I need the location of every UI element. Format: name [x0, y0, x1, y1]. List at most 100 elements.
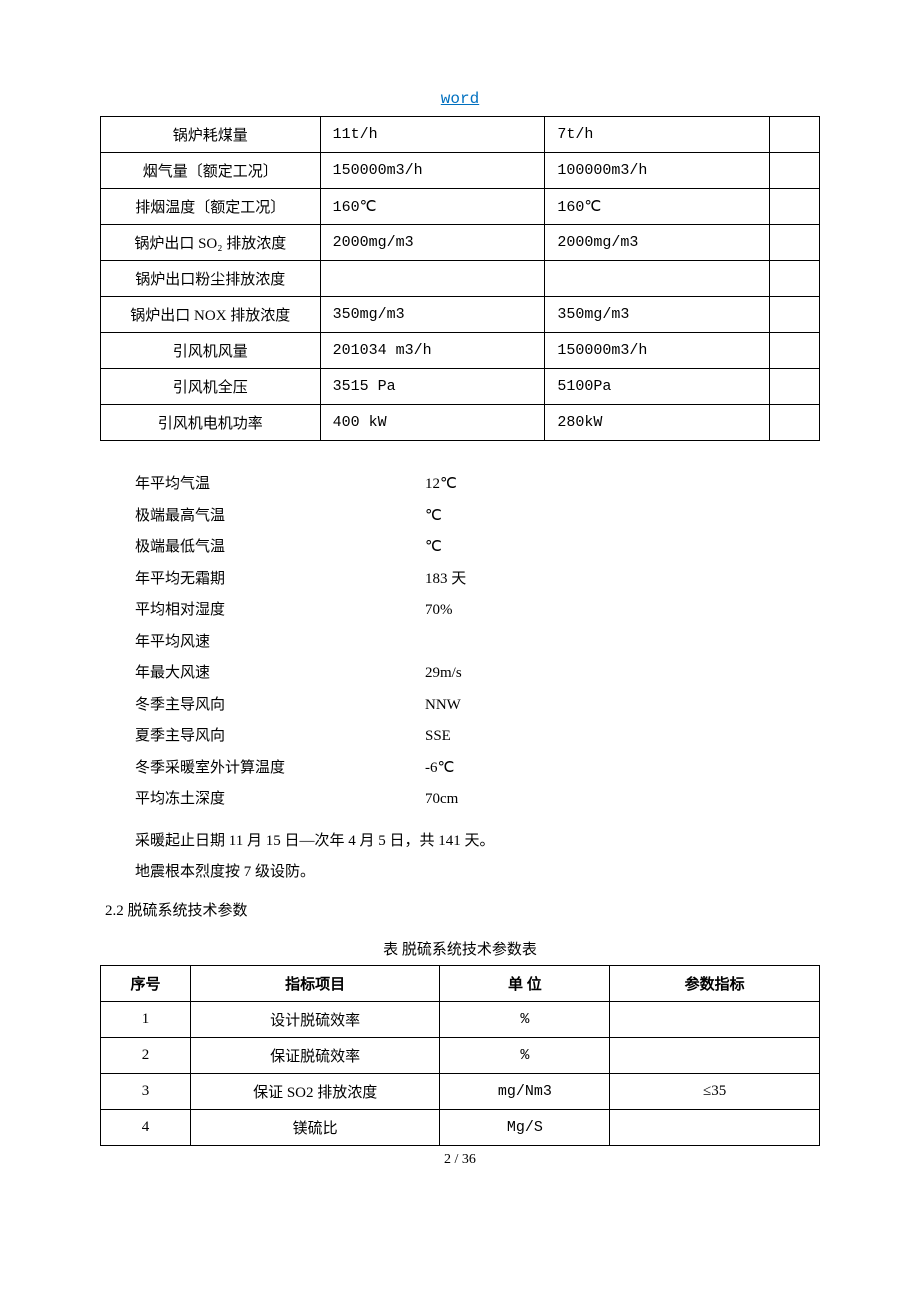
kv-label: 年平均气温 — [135, 469, 425, 501]
cell-label: 锅炉出口 NOX 排放浓度 — [101, 297, 321, 333]
cell-value: 11t/h — [320, 117, 545, 153]
cell-label: 引风机风量 — [101, 333, 321, 369]
cell-label: 锅炉耗煤量 — [101, 117, 321, 153]
cell-seq: 1 — [101, 1001, 191, 1037]
table-row: 锅炉出口 NOX 排放浓度350mg/m3350mg/m3 — [101, 297, 820, 333]
kv-value: -6℃ — [425, 753, 454, 785]
kv-value: 12℃ — [425, 469, 457, 501]
table2-caption: 表 脱硫系统技术参数表 — [100, 938, 820, 959]
cell-value: 2000mg/m3 — [320, 225, 545, 261]
cell-value: 350mg/m3 — [545, 297, 770, 333]
cell-value — [770, 225, 820, 261]
cell-seq: 4 — [101, 1109, 191, 1145]
kv-row: 年平均风速 — [135, 627, 820, 659]
cell-seq: 3 — [101, 1073, 191, 1109]
table-row: 4镁硫比Mg/S — [101, 1109, 820, 1145]
cell-value — [770, 153, 820, 189]
cell-value: 100000m3/h — [545, 153, 770, 189]
kv-value: 183 天 — [425, 564, 466, 596]
kv-row: 平均冻土深度70cm — [135, 784, 820, 816]
cell-value — [320, 261, 545, 297]
kv-label: 冬季采暖室外计算温度 — [135, 753, 425, 785]
kv-label: 夏季主导风向 — [135, 721, 425, 753]
kv-row: 夏季主导风向SSE — [135, 721, 820, 753]
kv-row: 极端最高气温℃ — [135, 501, 820, 533]
cell-label: 锅炉出口粉尘排放浓度 — [101, 261, 321, 297]
cell-param: ≤35 — [610, 1073, 820, 1109]
cell-param — [610, 1109, 820, 1145]
table-row: 1设计脱硫效率% — [101, 1001, 820, 1037]
cell-unit: Mg/S — [440, 1109, 610, 1145]
cell-value: 201034 m3/h — [320, 333, 545, 369]
kv-row: 冬季主导风向NNW — [135, 690, 820, 722]
kv-label: 平均冻土深度 — [135, 784, 425, 816]
cell-value: 160℃ — [545, 189, 770, 225]
heating-period-text: 采暖起止日期 11 月 15 日—次年 4 月 5 日，共 141 天。 — [135, 826, 820, 858]
kv-label: 年平均无霜期 — [135, 564, 425, 596]
cell-item: 镁硫比 — [190, 1109, 440, 1145]
table2-header-row: 序号 指标项目 单 位 参数指标 — [101, 965, 820, 1001]
cell-value — [770, 117, 820, 153]
kv-label: 平均相对湿度 — [135, 595, 425, 627]
table-row: 排烟温度〔额定工况〕160℃160℃ — [101, 189, 820, 225]
cell-item: 保证 SO2 排放浓度 — [190, 1073, 440, 1109]
cell-label: 引风机全压 — [101, 369, 321, 405]
climate-params-list: 年平均气温12℃极端最高气温℃极端最低气温℃年平均无霜期183 天平均相对湿度7… — [135, 469, 820, 816]
table2-header-seq: 序号 — [101, 965, 191, 1001]
cell-value — [770, 369, 820, 405]
cell-label: 排烟温度〔额定工况〕 — [101, 189, 321, 225]
kv-row: 冬季采暖室外计算温度-6℃ — [135, 753, 820, 785]
cell-value: 400 kW — [320, 405, 545, 441]
cell-item: 保证脱硫效率 — [190, 1037, 440, 1073]
cell-unit: % — [440, 1001, 610, 1037]
kv-label: 年平均风速 — [135, 627, 425, 659]
page-footer: 2 / 36 — [100, 1152, 820, 1168]
seismic-text: 地震根本烈度按 7 级设防。 — [135, 857, 820, 889]
table2-header-item: 指标项目 — [190, 965, 440, 1001]
cell-value: 5100Pa — [545, 369, 770, 405]
kv-value: ℃ — [425, 501, 442, 533]
cell-value — [770, 261, 820, 297]
table2-header-param: 参数指标 — [610, 965, 820, 1001]
table-row: 引风机风量201034 m3/h150000m3/h — [101, 333, 820, 369]
kv-row: 年最大风速29m/s — [135, 658, 820, 690]
table-row: 3保证 SO2 排放浓度mg/Nm3≤35 — [101, 1073, 820, 1109]
cell-value — [770, 333, 820, 369]
cell-unit: mg/Nm3 — [440, 1073, 610, 1109]
cell-value: 3515 Pa — [320, 369, 545, 405]
cell-label: 锅炉出口 SO₂ 排放浓度 — [101, 225, 321, 261]
cell-value: 350mg/m3 — [320, 297, 545, 333]
table-row: 锅炉出口 SO₂ 排放浓度2000mg/m32000mg/m3 — [101, 225, 820, 261]
page-header: word — [0, 90, 920, 108]
cell-value: 7t/h — [545, 117, 770, 153]
table-row: 引风机电机功率400 kW280kW — [101, 405, 820, 441]
desulfurization-params-table: 序号 指标项目 单 位 参数指标 1设计脱硫效率%2保证脱硫效率%3保证 SO2… — [100, 965, 820, 1146]
cell-value — [770, 297, 820, 333]
cell-value: 150000m3/h — [545, 333, 770, 369]
kv-value: 29m/s — [425, 658, 462, 690]
cell-value — [770, 405, 820, 441]
kv-value: SSE — [425, 721, 451, 753]
table-row: 引风机全压3515 Pa5100Pa — [101, 369, 820, 405]
cell-seq: 2 — [101, 1037, 191, 1073]
cell-param — [610, 1001, 820, 1037]
table-row: 2保证脱硫效率% — [101, 1037, 820, 1073]
boiler-params-table: 锅炉耗煤量11t/h7t/h烟气量〔额定工况〕150000m3/h100000m… — [100, 116, 820, 441]
kv-label: 冬季主导风向 — [135, 690, 425, 722]
kv-value: 70% — [425, 595, 453, 627]
kv-value: ℃ — [425, 532, 442, 564]
cell-label: 烟气量〔额定工况〕 — [101, 153, 321, 189]
kv-row: 年平均无霜期183 天 — [135, 564, 820, 596]
cell-value: 280kW — [545, 405, 770, 441]
kv-row: 极端最低气温℃ — [135, 532, 820, 564]
table-row: 锅炉耗煤量11t/h7t/h — [101, 117, 820, 153]
section-heading: 2.2 脱硫系统技术参数 — [105, 899, 820, 920]
table-row: 烟气量〔额定工况〕150000m3/h100000m3/h — [101, 153, 820, 189]
kv-label: 年最大风速 — [135, 658, 425, 690]
cell-value — [770, 189, 820, 225]
kv-label: 极端最高气温 — [135, 501, 425, 533]
table-row: 锅炉出口粉尘排放浓度 — [101, 261, 820, 297]
cell-param — [610, 1037, 820, 1073]
cell-item: 设计脱硫效率 — [190, 1001, 440, 1037]
cell-value: 150000m3/h — [320, 153, 545, 189]
